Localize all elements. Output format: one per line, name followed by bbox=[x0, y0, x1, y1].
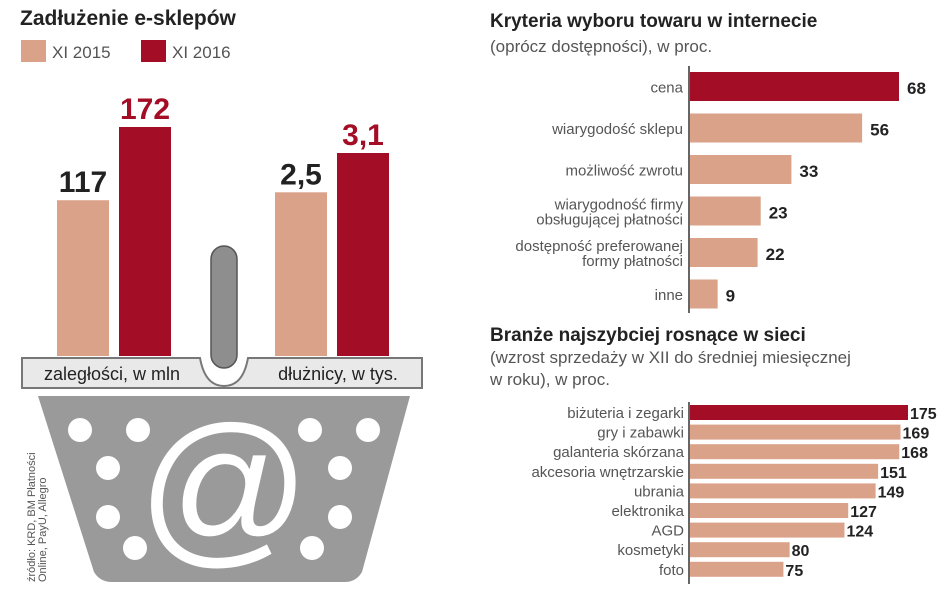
data-label: 68 bbox=[907, 79, 926, 98]
bar-2015-0 bbox=[57, 200, 109, 356]
chart-title: Zadłużenie e-sklepów bbox=[20, 7, 237, 30]
data-label: 168 bbox=[901, 445, 928, 462]
category-label: kosmetyki bbox=[617, 542, 684, 559]
bar-industry-3 bbox=[690, 463, 879, 479]
basket-body bbox=[38, 396, 410, 582]
category-label: ubrania bbox=[634, 483, 685, 500]
bar-2015-1 bbox=[275, 192, 327, 356]
basket-hole bbox=[328, 456, 352, 480]
data-label: 172 bbox=[120, 93, 170, 126]
category-label: gry i zabawki bbox=[597, 425, 684, 442]
data-label: 23 bbox=[769, 204, 788, 223]
bar-criterion-4 bbox=[690, 238, 758, 267]
category-label-0: zaległości, w mln bbox=[44, 364, 180, 384]
category-label: inne bbox=[655, 287, 683, 304]
data-label: 175 bbox=[910, 406, 937, 423]
legend-swatch-2015 bbox=[21, 40, 46, 62]
source-line-1: źródło: KRD, BM Płatności bbox=[26, 452, 38, 582]
legend-swatch-2016 bbox=[141, 40, 166, 62]
basket-hole bbox=[356, 418, 380, 442]
basket-handle bbox=[210, 245, 238, 369]
data-label: 2,5 bbox=[280, 158, 322, 191]
data-label: 22 bbox=[766, 245, 785, 264]
basket-hole bbox=[96, 505, 120, 529]
category-label-1: dłużnicy, w tys. bbox=[278, 364, 398, 384]
category-label: elektronika bbox=[611, 503, 684, 520]
data-label: 9 bbox=[726, 287, 735, 306]
legend-label-2016: XI 2016 bbox=[172, 43, 231, 62]
category-label: możliwość zwrotu bbox=[565, 163, 683, 180]
bar-criterion-0 bbox=[690, 72, 899, 101]
basket-hole bbox=[298, 418, 322, 442]
category-label: biżuteria i zegarki bbox=[567, 405, 684, 422]
category-label: wiarygodość sklepu bbox=[551, 121, 683, 138]
chart-title: Kryteria wyboru towaru w internecie bbox=[490, 11, 817, 32]
category-label: foto bbox=[659, 562, 684, 579]
basket-hole bbox=[328, 505, 352, 529]
basket-hole bbox=[123, 536, 147, 560]
bar-criterion-3 bbox=[690, 196, 761, 226]
data-label: 169 bbox=[903, 426, 930, 443]
chart-subtitle-line-1: (wzrost sprzedaży w XII do średniej mies… bbox=[490, 348, 851, 367]
category-label: cena bbox=[650, 80, 683, 97]
data-label: 56 bbox=[870, 121, 889, 140]
basket-hole bbox=[300, 536, 324, 560]
bar-criterion-2 bbox=[690, 155, 792, 184]
data-label: 117 bbox=[59, 166, 107, 199]
category-label: obsługującej płatności bbox=[536, 212, 683, 229]
data-label: 3,1 bbox=[342, 119, 384, 152]
bar-industry-6 bbox=[690, 522, 845, 538]
bar-industry-7 bbox=[690, 542, 790, 558]
data-label: 149 bbox=[878, 484, 905, 501]
basket-hole bbox=[126, 418, 150, 442]
data-label: 151 bbox=[880, 465, 907, 482]
category-tray bbox=[21, 357, 423, 389]
chart-subtitle: (oprócz dostępności), w proc. bbox=[490, 37, 712, 56]
bar-industry-8 bbox=[690, 561, 784, 577]
bar-criterion-5 bbox=[690, 279, 718, 309]
basket-hole bbox=[68, 418, 92, 442]
category-label: wiarygodność firmy bbox=[554, 197, 684, 214]
basket-hole bbox=[96, 456, 120, 480]
bar-2016-0 bbox=[119, 127, 171, 356]
chart-subtitle-line-2: w roku), w proc. bbox=[489, 370, 610, 389]
category-label: formy płatności bbox=[582, 253, 683, 270]
bar-industry-1 bbox=[690, 424, 901, 440]
category-label: dostępność preferowanej bbox=[515, 238, 683, 255]
source-note: źródło: KRD, BM Płatności Online, PayU, A… bbox=[26, 452, 49, 582]
legend-label-2015: XI 2015 bbox=[52, 43, 111, 62]
category-label: galanteria skórzana bbox=[553, 444, 685, 461]
bar-industry-0 bbox=[690, 405, 908, 420]
data-label: 127 bbox=[850, 504, 877, 521]
source-line-2: Online, PayU, Allegro bbox=[37, 477, 49, 582]
at-sign-icon: @ bbox=[138, 392, 311, 582]
data-label: 124 bbox=[846, 524, 873, 541]
bar-2016-1 bbox=[337, 153, 389, 356]
data-label: 33 bbox=[799, 162, 818, 181]
data-label: 80 bbox=[792, 543, 810, 560]
data-label: 75 bbox=[785, 563, 803, 580]
bar-criterion-1 bbox=[690, 113, 863, 143]
bar-industry-4 bbox=[690, 483, 876, 499]
category-label: AGD bbox=[651, 523, 684, 540]
bar-industry-2 bbox=[690, 444, 900, 460]
category-label: akcesoria wnętrzarskie bbox=[531, 464, 684, 481]
bar-industry-5 bbox=[690, 503, 849, 518]
chart-title: Branże najszybciej rosnące w sieci bbox=[490, 325, 806, 346]
